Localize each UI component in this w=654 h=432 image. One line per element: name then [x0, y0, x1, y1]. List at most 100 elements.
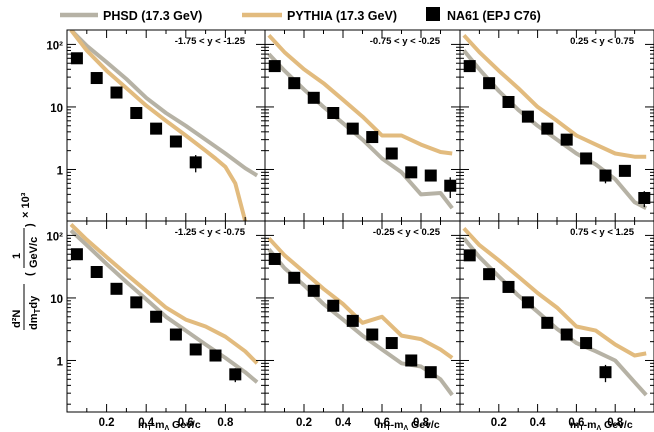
na61-point: [483, 77, 496, 90]
na61-point: [150, 122, 163, 135]
panel-frame: [459, 220, 654, 413]
x-tick-label: 0.2: [296, 417, 312, 429]
phsd-line: [69, 229, 259, 384]
na61-point: [444, 179, 457, 192]
plot-area: [462, 33, 651, 210]
na61-point: [366, 131, 379, 144]
x-tick-label: 0.4: [530, 417, 547, 429]
na61-point: [90, 265, 103, 278]
plot-area: [462, 226, 648, 397]
na61-point: [599, 366, 612, 379]
x-axis-label-right: mT-mΛ Gev/c: [570, 419, 633, 432]
tick-labels: 10² 10 1 0.2 0.4 0.6 0.8 10² 10 1 0.2 0.4 0.6 0.8 0.2 0…: [46, 40, 623, 429]
y-label-frac-den: GeV/c: [28, 237, 40, 268]
x-axis-label-mid: mT-mΛ Gev/c: [377, 419, 440, 432]
plot-area: [267, 33, 457, 210]
phsd-line: [69, 30, 259, 178]
rapidity-range-label: -0.25 < y < 0.25: [373, 227, 441, 238]
y-tick-label: 1: [57, 165, 64, 177]
na61-point: [268, 252, 281, 265]
panel-frame: [264, 220, 461, 413]
na61-point: [70, 248, 83, 261]
na61-point: [424, 169, 437, 182]
y-tick-label: 1: [57, 356, 64, 368]
plot-area: [69, 222, 259, 384]
na61-point: [346, 122, 359, 135]
na61-point: [327, 107, 340, 120]
na61-point: [288, 77, 301, 90]
y-tick-label: 10²: [46, 231, 63, 243]
na61-point: [405, 354, 418, 367]
x-tick-label: 0.4: [138, 417, 155, 429]
phsd-line: [462, 237, 648, 397]
panel-top-left: -1.75 < y < -1.25: [66, 29, 266, 222]
na61-point: [618, 164, 631, 177]
na61-point: [638, 191, 651, 204]
na61-point: [346, 314, 359, 327]
y-label-denominator: dmTdy: [28, 295, 42, 330]
panel-top-right: 0.25 < y < 0.75: [459, 29, 654, 222]
panel-bottom-left: -1.25 < y < -0.75: [66, 220, 266, 413]
x-tick-label: 0.8: [413, 417, 430, 429]
na61-point: [521, 110, 534, 123]
legend-na61-label: NA61 (EPJ C76): [447, 9, 541, 23]
x-tick-label: 0.2: [491, 417, 507, 429]
y-tick-label: 10: [50, 294, 63, 306]
y-label-factor: × 10³: [20, 192, 32, 218]
na61-point: [209, 349, 222, 362]
na61-point: [541, 122, 554, 135]
legend: PHSD (17.3 GeV) PYTHIA (17.3 GeV) NA61 (…: [60, 7, 541, 23]
legend-phsd-label: PHSD (17.3 GeV): [103, 9, 202, 23]
x-tick-label: 0.2: [99, 417, 115, 429]
na61-point: [463, 60, 476, 73]
na61-point: [70, 52, 83, 65]
plot-area: [267, 236, 454, 397]
na61-point: [560, 133, 573, 146]
pythia-line: [462, 33, 647, 159]
na61-point: [90, 72, 103, 85]
na61-point: [288, 271, 301, 284]
na61-point: [150, 310, 163, 323]
na61-point: [169, 135, 182, 148]
na61-point: [483, 268, 496, 281]
rapidity-range-label: -0.75 < y < -0.25: [370, 36, 441, 47]
na61-point: [307, 284, 320, 297]
na61-point: [560, 328, 573, 341]
pythia-line: [69, 222, 259, 365]
na61-point: [130, 107, 143, 120]
na61-point: [169, 328, 182, 341]
y-axis-label: d²N dmTdy ( 1 GeV/c ) × 10³: [11, 192, 42, 330]
na61-point: [189, 343, 202, 356]
legend-na61-swatch: [426, 7, 440, 21]
pythia-line: [267, 33, 453, 156]
panel-bottom-center: -0.25 < y < 0.25: [264, 220, 461, 413]
na61-point: [110, 282, 123, 295]
x-tick-label: 0.6: [374, 417, 390, 429]
x-label-center: mT-mΛ Gev/c: [138, 419, 201, 432]
na61-point: [268, 60, 281, 73]
x-tick-label: 0.6: [568, 417, 584, 429]
y-tick-label: 10²: [46, 40, 63, 52]
panels: -1.75 < y < -1.25 -0.75 < y < -0.25 0.25 <…: [66, 29, 654, 413]
na61-point: [110, 86, 123, 99]
rapidity-range-label: -1.75 < y < -1.25: [175, 36, 246, 47]
na61-point: [502, 95, 515, 108]
na61-point: [599, 169, 612, 182]
na61-point: [580, 152, 593, 165]
na61-point: [405, 166, 418, 179]
na61-point: [189, 156, 202, 169]
y-label-frac-num: 1: [11, 253, 23, 259]
na61-point: [385, 337, 398, 350]
na61-point: [424, 366, 437, 379]
panel-bottom-right: 0.75 < y < 1.25: [459, 220, 654, 413]
x-label-right-panel: mT-mΛ Gev/c: [570, 419, 633, 432]
plot-area: [69, 30, 259, 221]
x-label-center-panel: mT-mΛ Gev/c: [377, 419, 440, 432]
na61-point: [366, 328, 379, 341]
y-label-numerator: d²N: [11, 310, 23, 328]
phsd-line: [462, 49, 648, 210]
y-label-paren-open: (: [24, 272, 36, 276]
na61-point: [521, 296, 534, 309]
x-tick-label: 0.4: [335, 417, 352, 429]
rapidity-range-label: 0.25 < y < 0.75: [570, 36, 635, 47]
